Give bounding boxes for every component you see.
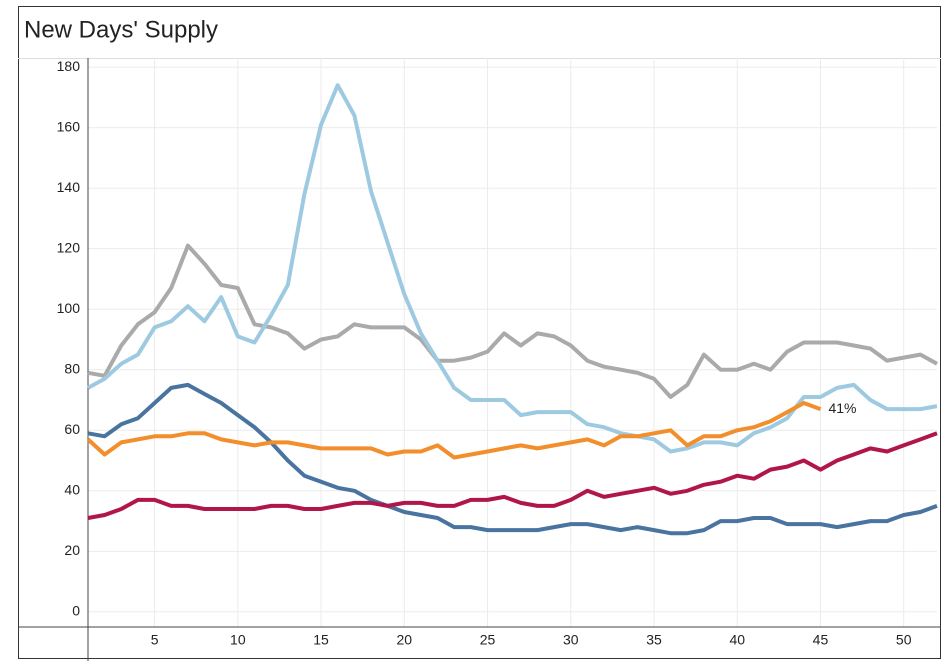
y-tick-label: 20 [64, 542, 80, 558]
x-tick-label: 40 [729, 632, 745, 648]
series-line [87, 243, 938, 399]
y-tick-label: 180 [57, 58, 81, 74]
y-tick-label: 40 [64, 482, 80, 498]
end-label: 41% [828, 400, 856, 416]
x-tick-label: 35 [646, 632, 662, 648]
x-tick-label: 10 [230, 632, 246, 648]
series-line [87, 382, 938, 536]
chart-title: New Days' Supply [24, 16, 218, 43]
x-tick-label: 5 [151, 632, 159, 648]
y-tick-label: 80 [64, 360, 80, 376]
x-tick-label: 45 [813, 632, 829, 648]
x-tick-label: 30 [563, 632, 579, 648]
series-line [87, 431, 938, 520]
x-tick-label: 25 [480, 632, 496, 648]
y-tick-label: 100 [57, 300, 81, 316]
series-line [87, 83, 938, 454]
y-tick-label: 120 [57, 239, 81, 255]
x-tick-label: 15 [313, 632, 329, 648]
y-tick-label: 160 [57, 118, 81, 134]
y-tick-label: 140 [57, 179, 81, 195]
x-tick-label: 20 [397, 632, 413, 648]
y-tick-label: 0 [72, 603, 80, 619]
frame [18, 6, 941, 659]
y-tick-label: 60 [64, 421, 80, 437]
x-tick-label: 50 [896, 632, 912, 648]
series-line [86, 401, 822, 460]
